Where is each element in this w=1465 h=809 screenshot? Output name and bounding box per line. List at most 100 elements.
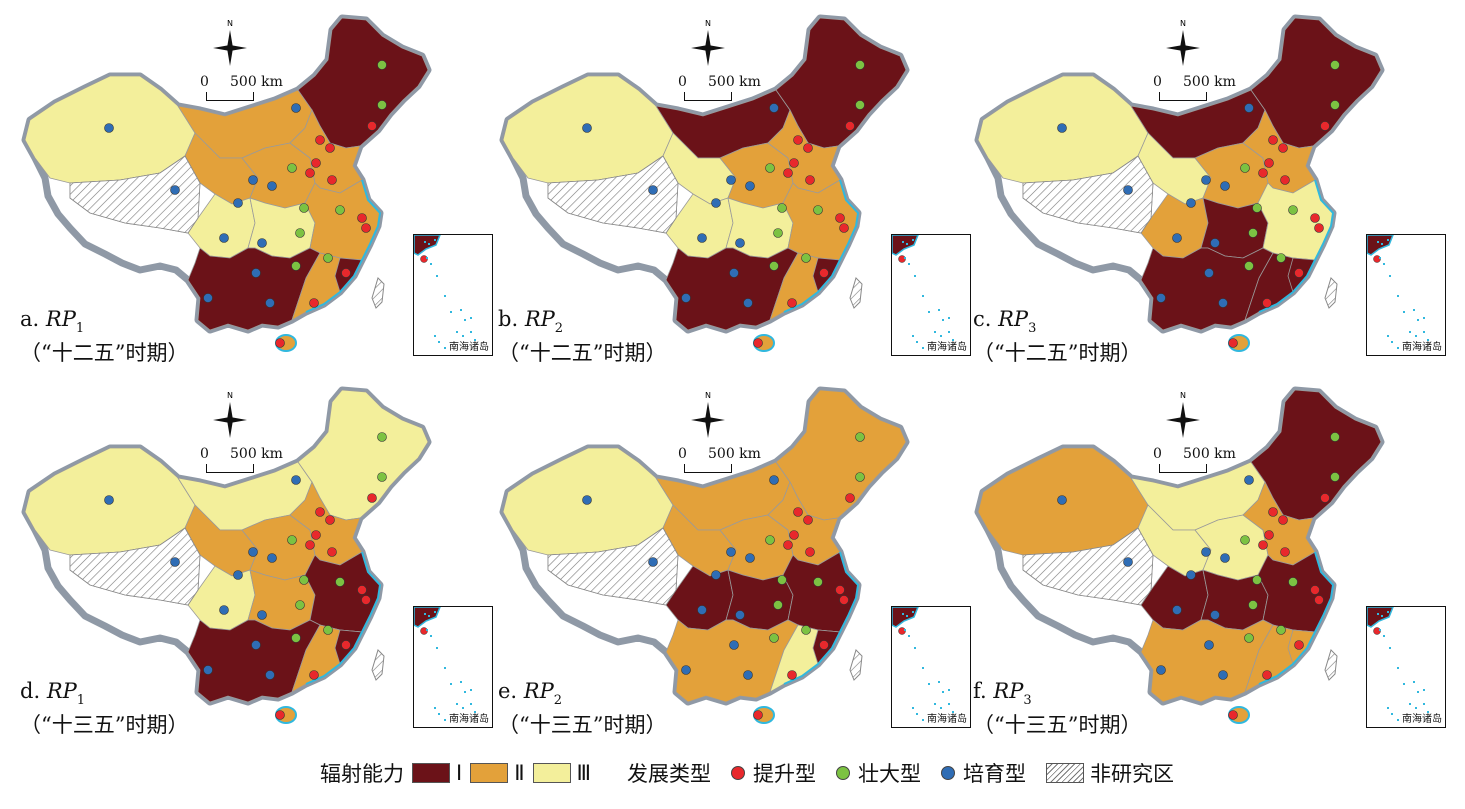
- taiwan-island: [371, 649, 385, 681]
- strengthen-type-dot: [1288, 205, 1298, 215]
- south-china-sea-inset: 南海诸岛: [1366, 606, 1446, 728]
- cultivate-type-dot: [248, 547, 258, 557]
- legend-class-1-label: Ⅰ: [456, 761, 463, 785]
- upgrade-type-dot: [1314, 223, 1324, 233]
- north-label: N: [705, 391, 711, 400]
- map-panel: N 0 500 km 南海诸岛 d. RP1 （“十三五”时期）: [10, 380, 493, 750]
- cultivate-type-dot: [257, 610, 267, 620]
- panel-period: （“十二五”时期）: [20, 341, 189, 365]
- strengthen-type-dot: [769, 261, 779, 271]
- strengthen-type-dot: [1330, 60, 1340, 70]
- cultivate-type-dot: [681, 665, 691, 675]
- upgrade-type-dot: [789, 530, 799, 540]
- upgrade-type-dot: [1310, 213, 1320, 223]
- strengthen-type-dot: [765, 163, 775, 173]
- north-label: N: [705, 19, 711, 28]
- strengthen-type-dot: [299, 203, 309, 213]
- strengthen-type-dot: [855, 60, 865, 70]
- strengthen-type-dot: [287, 163, 297, 173]
- upgrade-type-dot: [1262, 298, 1272, 308]
- strengthen-type-dot: [291, 633, 301, 643]
- cultivate-type-dot: [743, 670, 753, 680]
- cultivate-type-dot: [1172, 233, 1182, 243]
- taiwan-island: [849, 277, 863, 309]
- coastline: [783, 551, 860, 685]
- china-map: [499, 14, 910, 352]
- strengthen-type-dot: [1248, 600, 1258, 610]
- cultivate-type-dot: [248, 175, 258, 185]
- cultivate-type-dot: [265, 298, 275, 308]
- panel-metric-index: 3: [1023, 693, 1032, 708]
- upgrade-type-dot: [835, 213, 845, 223]
- cultivate-type-dot: [697, 605, 707, 615]
- cultivate-type-dot: [1123, 557, 1133, 567]
- south-china-sea-inset: 南海诸岛: [891, 606, 971, 728]
- cultivate-type-dot: [582, 495, 592, 505]
- upgrade-type-dot: [275, 710, 285, 720]
- south-china-sea-inset: 南海诸岛: [891, 234, 971, 356]
- legend-capacity-title: 辐射能力: [320, 762, 404, 786]
- cultivate-type-dot: [743, 298, 753, 308]
- cultivate-type-dot: [267, 553, 277, 563]
- strengthen-type-dot: [1288, 577, 1298, 587]
- south-china-sea-inset: 南海诸岛: [413, 606, 493, 728]
- legend-upgrade-dot-icon: [731, 766, 746, 780]
- upgrade-type-dot: [311, 158, 321, 168]
- upgrade-type-dot: [1228, 338, 1238, 348]
- upgrade-type-dot: [1280, 175, 1290, 185]
- strengthen-type-dot: [377, 472, 387, 482]
- upgrade-type-dot: [361, 595, 371, 605]
- upgrade-type-dot: [357, 213, 367, 223]
- upgrade-type-dot: [1280, 547, 1290, 557]
- coastline: [1258, 179, 1335, 313]
- strengthen-type-dot: [295, 600, 305, 610]
- map-panel: N 0 500 km 南海诸岛 f. RP3 （“十三五”时期）: [963, 380, 1446, 750]
- strengthen-type-dot: [287, 535, 297, 545]
- upgrade-type-dot: [361, 223, 371, 233]
- upgrade-type-dot: [839, 595, 849, 605]
- cultivate-type-dot: [257, 238, 267, 248]
- strengthen-type-dot: [769, 633, 779, 643]
- cultivate-type-dot: [291, 103, 301, 113]
- strengthen-type-dot: [1240, 535, 1250, 545]
- upgrade-type-dot: [1278, 143, 1288, 153]
- upgrade-type-dot: [845, 121, 855, 131]
- cultivate-type-dot: [267, 181, 277, 191]
- upgrade-type-dot: [1264, 158, 1274, 168]
- cultivate-type-dot: [697, 233, 707, 243]
- north-label: N: [227, 391, 233, 400]
- upgrade-type-dot: [805, 175, 815, 185]
- panel-caption: f. RP3 （“十三五”时期）: [973, 676, 1141, 740]
- scale-zero: 0: [1153, 74, 1162, 90]
- upgrade-type-dot: [783, 168, 793, 178]
- taiwan-island: [371, 277, 385, 309]
- upgrade-type-dot: [1278, 515, 1288, 525]
- inset-label: 南海诸岛: [927, 342, 967, 353]
- cultivate-type-dot: [219, 233, 229, 243]
- legend-strengthen-dot-icon: [836, 766, 851, 780]
- panel-metric: RP: [998, 307, 1029, 331]
- upgrade-type-dot: [1258, 168, 1268, 178]
- panel-letter: c.: [973, 307, 992, 331]
- cultivate-type-dot: [735, 610, 745, 620]
- scale-zero: 0: [200, 74, 209, 90]
- upgrade-type-dot: [309, 670, 319, 680]
- upgrade-type-dot: [787, 670, 797, 680]
- strengthen-type-dot: [377, 60, 387, 70]
- north-arrow-icon: N: [688, 390, 728, 442]
- coastline: [783, 179, 860, 313]
- cultivate-type-dot: [1218, 298, 1228, 308]
- panel-letter: a.: [20, 307, 40, 331]
- strengthen-type-dot: [1276, 253, 1286, 263]
- legend: 辐射能力 Ⅰ Ⅱ Ⅲ 发展类型 提升型 壮大型 培育型 非研究区: [320, 755, 1280, 791]
- panel-caption: c. RP3 （“十二五”时期）: [973, 304, 1141, 368]
- cultivate-type-dot: [1156, 293, 1166, 303]
- legend-excluded-label: 非研究区: [1090, 762, 1175, 786]
- south-china-sea-inset: 南海诸岛: [1366, 234, 1446, 356]
- excluded-region: [547, 527, 679, 606]
- coastline: [305, 179, 382, 313]
- excluded-region: [1022, 155, 1154, 234]
- panel-period: （“十二五”时期）: [498, 341, 667, 365]
- panel-caption: b. RP2 （“十二五”时期）: [498, 304, 666, 368]
- scale-length: 500 km: [708, 446, 761, 462]
